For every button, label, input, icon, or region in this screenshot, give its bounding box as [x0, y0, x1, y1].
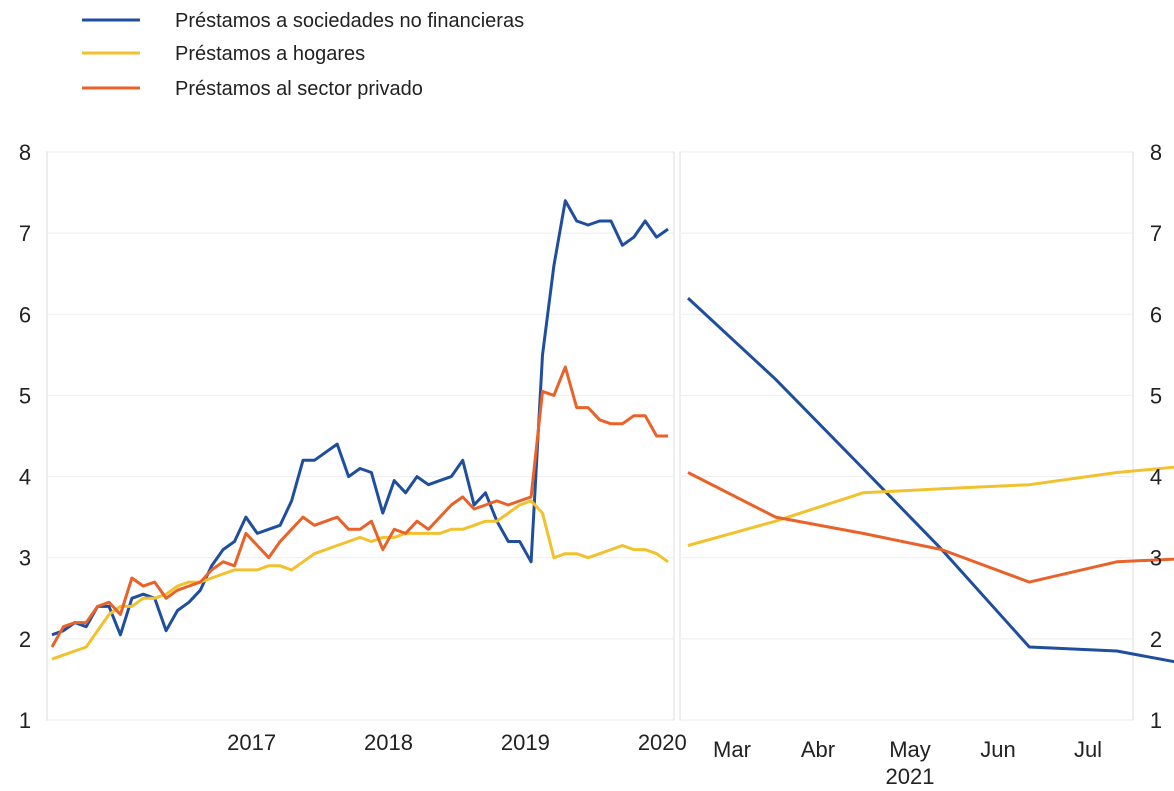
left-line-prestamos-a-sociedades-no-financieras	[51, 199, 669, 637]
y-tick-left-5: 5	[19, 383, 31, 408]
y-tick-right-6: 6	[1150, 302, 1162, 327]
x-tick-2017: 2017	[227, 730, 276, 755]
right-gridlines	[681, 151, 1132, 721]
y-tick-left-4: 4	[19, 465, 31, 490]
left-panel-frame	[46, 151, 675, 721]
right-x-tick-labels: Mar Abr May Jun Jul 2021	[713, 737, 1102, 789]
y-tick-right-5: 5	[1150, 383, 1162, 408]
left-series-lines	[50, 199, 669, 661]
right-panel-frame	[679, 151, 1134, 721]
legend-label-sociedades: Préstamos a sociedades no financieras	[175, 10, 524, 32]
y-tick-right-8: 8	[1150, 140, 1162, 165]
y-tick-right-4: 4	[1150, 465, 1162, 490]
right-line-prestamos-al-sector-privado	[687, 471, 1174, 584]
y-tick-right-7: 7	[1150, 221, 1162, 246]
right-panel: Mar Abr May Jun Jul 2021	[679, 151, 1174, 789]
right-y-tick-labels: 1 2 3 4 5 6 7 8	[1150, 140, 1162, 733]
y-tick-right-1: 1	[1150, 708, 1162, 733]
right-line-prestamos-a-hogares	[687, 465, 1174, 547]
x-tick-mar: Mar	[713, 737, 751, 762]
legend-label-privado: Préstamos al sector privado	[175, 78, 423, 100]
left-line-prestamos-al-sector-privado	[50, 365, 668, 648]
legend-label-hogares: Préstamos a hogares	[175, 43, 365, 65]
x-tick-2019: 2019	[501, 730, 550, 755]
left-gridlines	[48, 151, 673, 721]
x-tick-2018: 2018	[364, 730, 413, 755]
legend: Préstamos a sociedades no financieras Pr…	[82, 10, 524, 100]
left-x-tick-labels: 2017 2018 2019 2020	[227, 730, 687, 755]
y-tick-left-6: 6	[19, 302, 31, 327]
y-tick-left-7: 7	[19, 221, 31, 246]
y-tick-left-8: 8	[19, 140, 31, 165]
y-tick-right-3: 3	[1150, 546, 1162, 571]
right-series-lines	[686, 296, 1174, 664]
x-tick-2020: 2020	[638, 730, 687, 755]
right-line-prestamos-a-sociedades-no-financieras	[686, 296, 1174, 664]
y-tick-left-3: 3	[19, 546, 31, 571]
left-panel: 2017 2018 2019 2020	[46, 151, 687, 755]
y-tick-left-1: 1	[19, 708, 31, 733]
x-tick-jul: Jul	[1074, 737, 1102, 762]
x-tick-abr: Abr	[801, 737, 835, 762]
y-tick-right-2: 2	[1150, 627, 1162, 652]
x-sublabel-year: 2021	[886, 764, 935, 789]
x-tick-may: May	[889, 737, 931, 762]
left-line-prestamos-a-hogares	[51, 499, 669, 661]
left-y-tick-labels: 1 2 3 4 5 6 7 8	[19, 140, 31, 733]
x-tick-jun: Jun	[980, 737, 1015, 762]
y-tick-left-2: 2	[19, 627, 31, 652]
